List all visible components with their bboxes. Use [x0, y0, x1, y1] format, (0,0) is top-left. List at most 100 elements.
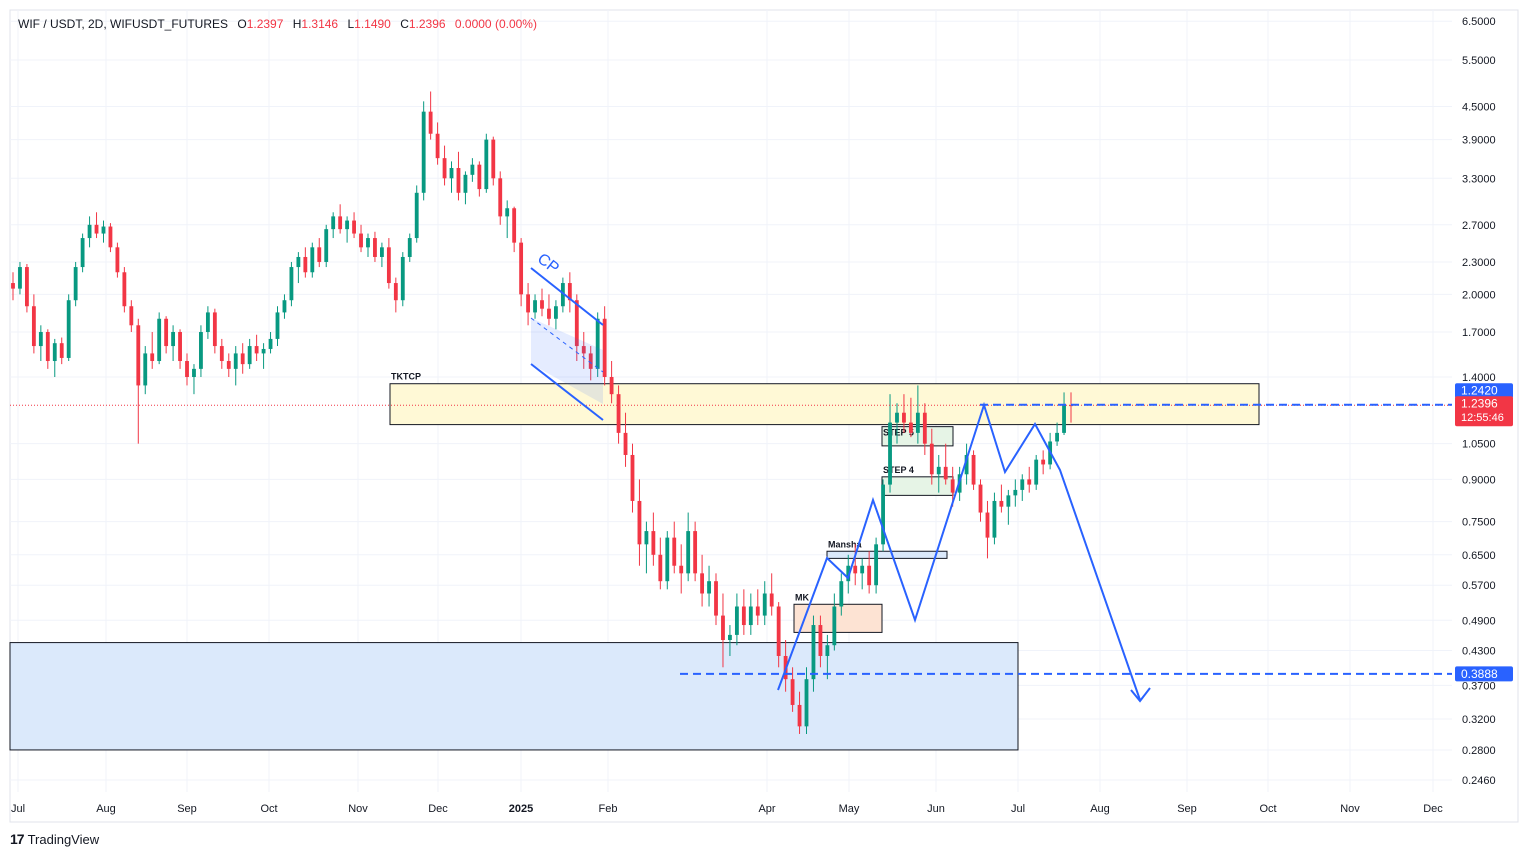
y-tick-label: 0.2460 [1462, 775, 1496, 787]
candle [908, 397, 913, 438]
candle [672, 521, 677, 574]
tradingview-logo[interactable]: 17 TradingView [10, 831, 99, 847]
candle [275, 306, 280, 347]
candle-body [985, 512, 990, 538]
candle [693, 521, 698, 582]
y-tick-label: 2.0000 [1462, 289, 1496, 301]
candle [943, 443, 948, 485]
zone-label: MK [795, 592, 809, 602]
candle [769, 573, 774, 616]
price-label-bg [1455, 383, 1513, 399]
candle-body [414, 192, 419, 239]
candle-body [547, 308, 551, 319]
zone-label: STEP 4 [883, 465, 914, 475]
candle-body [400, 256, 405, 301]
candle [560, 277, 565, 313]
candle [721, 593, 725, 668]
candle [1027, 466, 1032, 493]
close-value: 1.2396 [408, 17, 446, 31]
candle-body [707, 581, 711, 594]
candle-body [310, 247, 315, 273]
candle [491, 136, 496, 186]
candle [164, 316, 169, 354]
x-tick-label: Feb [599, 803, 618, 815]
high-label: H [292, 17, 302, 31]
x-tick-label: 2025 [509, 803, 533, 815]
y-tick-label: 2.3000 [1462, 257, 1496, 269]
x-tick-label: Oct [1259, 803, 1276, 815]
candle-body [80, 238, 85, 268]
candle-body [915, 412, 920, 433]
zone-label: STEP 5 [883, 428, 914, 438]
candle [338, 204, 343, 234]
candle [853, 544, 858, 586]
low-value: 1.1490 [354, 17, 391, 31]
candle [122, 267, 127, 313]
candle-body [442, 158, 447, 179]
candle [400, 252, 405, 307]
price-label-text: 1.2396 [1461, 397, 1498, 411]
candle-body [999, 500, 1004, 507]
candle [554, 300, 558, 330]
candle [776, 602, 781, 668]
candle-body [421, 111, 426, 193]
candle [1006, 489, 1011, 525]
candle-body [846, 565, 851, 582]
chart-legend: WIF / USDT, 2D, WIFUSDT_FUTURES O1.2397 … [18, 17, 537, 31]
candle-body [512, 208, 517, 243]
candle-body [554, 306, 558, 319]
candle [87, 216, 92, 248]
candle [80, 233, 85, 273]
x-tick-label: Dec [1423, 803, 1443, 815]
candle-body [171, 332, 176, 347]
candle [59, 337, 64, 365]
candle-body [373, 238, 377, 257]
candle-body [881, 484, 885, 545]
candle-body [595, 318, 600, 369]
candle-body [936, 466, 941, 475]
candle-body [825, 645, 830, 656]
candle [936, 454, 941, 493]
candle-body [728, 634, 732, 640]
candle [129, 300, 134, 333]
candle-body [94, 224, 99, 234]
candle [540, 288, 544, 317]
candle [38, 325, 43, 362]
candle [881, 479, 885, 552]
candle-body [637, 500, 642, 545]
x-tick-label: Aug [96, 803, 116, 815]
candle-body [818, 625, 823, 656]
candle [915, 385, 920, 444]
x-tick-label: Nov [1340, 803, 1360, 815]
candle-body [219, 346, 224, 362]
candle-body [811, 625, 816, 680]
open-label: O [237, 17, 247, 31]
candle-body [929, 443, 934, 475]
candle [665, 531, 670, 590]
candle [888, 394, 892, 493]
candle-body [616, 394, 621, 433]
candle [700, 554, 705, 607]
candle [199, 325, 203, 377]
candle [748, 593, 753, 635]
price-label-text: 0.3888 [1461, 667, 1498, 681]
candle [421, 101, 426, 201]
candle [825, 634, 830, 680]
y-tick-label: 2.7000 [1462, 220, 1496, 232]
candle [762, 581, 767, 626]
y-tick-label: 0.6500 [1462, 550, 1496, 562]
x-tick-label: Nov [348, 803, 368, 815]
candle-body [456, 168, 461, 193]
candle [414, 185, 419, 243]
candle [150, 332, 155, 369]
candle [922, 403, 927, 455]
candle [1020, 474, 1025, 501]
candle-body [233, 353, 238, 369]
candle-body [31, 306, 36, 347]
candle-body [345, 220, 350, 230]
candle-body [1006, 495, 1011, 507]
candle [178, 329, 182, 369]
